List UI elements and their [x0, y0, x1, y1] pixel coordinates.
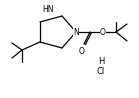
Text: N: N: [73, 28, 79, 36]
Text: O: O: [79, 47, 85, 56]
Text: HN: HN: [42, 5, 54, 14]
Text: O: O: [100, 28, 106, 36]
Text: H: H: [98, 58, 104, 67]
Text: Cl: Cl: [97, 67, 105, 75]
